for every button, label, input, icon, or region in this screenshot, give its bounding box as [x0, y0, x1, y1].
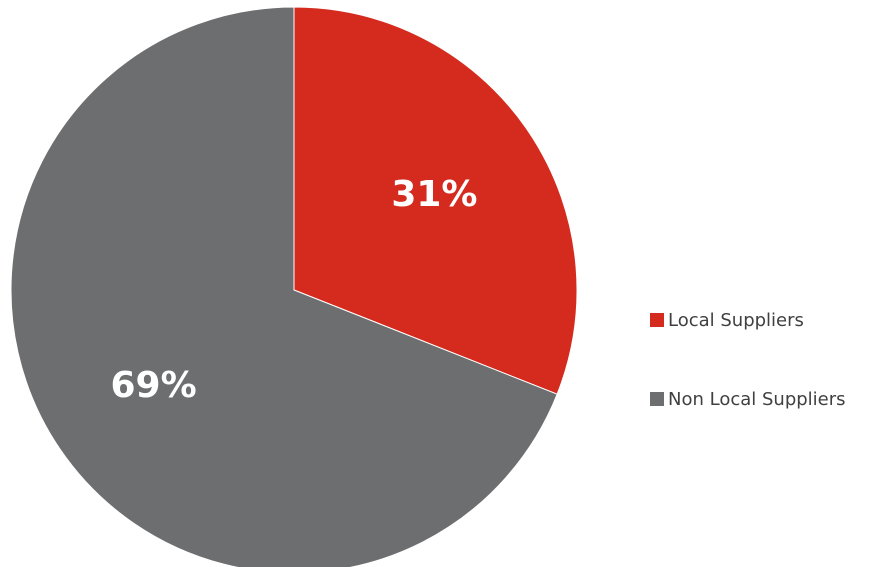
legend-item-non-local-suppliers: Non Local Suppliers	[650, 386, 846, 412]
legend-swatch-non-local-suppliers	[650, 392, 664, 406]
data-label-local-suppliers: 31%	[391, 174, 477, 215]
legend-label-local-suppliers: Local Suppliers	[668, 309, 804, 331]
legend: Local Suppliers Non Local Suppliers	[650, 307, 846, 465]
pie-slice-local-suppliers	[293, 6, 578, 395]
legend-swatch-local-suppliers	[650, 313, 664, 327]
data-label-non-local-suppliers: 69%	[111, 365, 197, 406]
pie-slice-non-local-suppliers	[10, 6, 558, 567]
legend-label-non-local-suppliers: Non Local Suppliers	[668, 388, 846, 410]
legend-item-local-suppliers: Local Suppliers	[650, 307, 846, 333]
